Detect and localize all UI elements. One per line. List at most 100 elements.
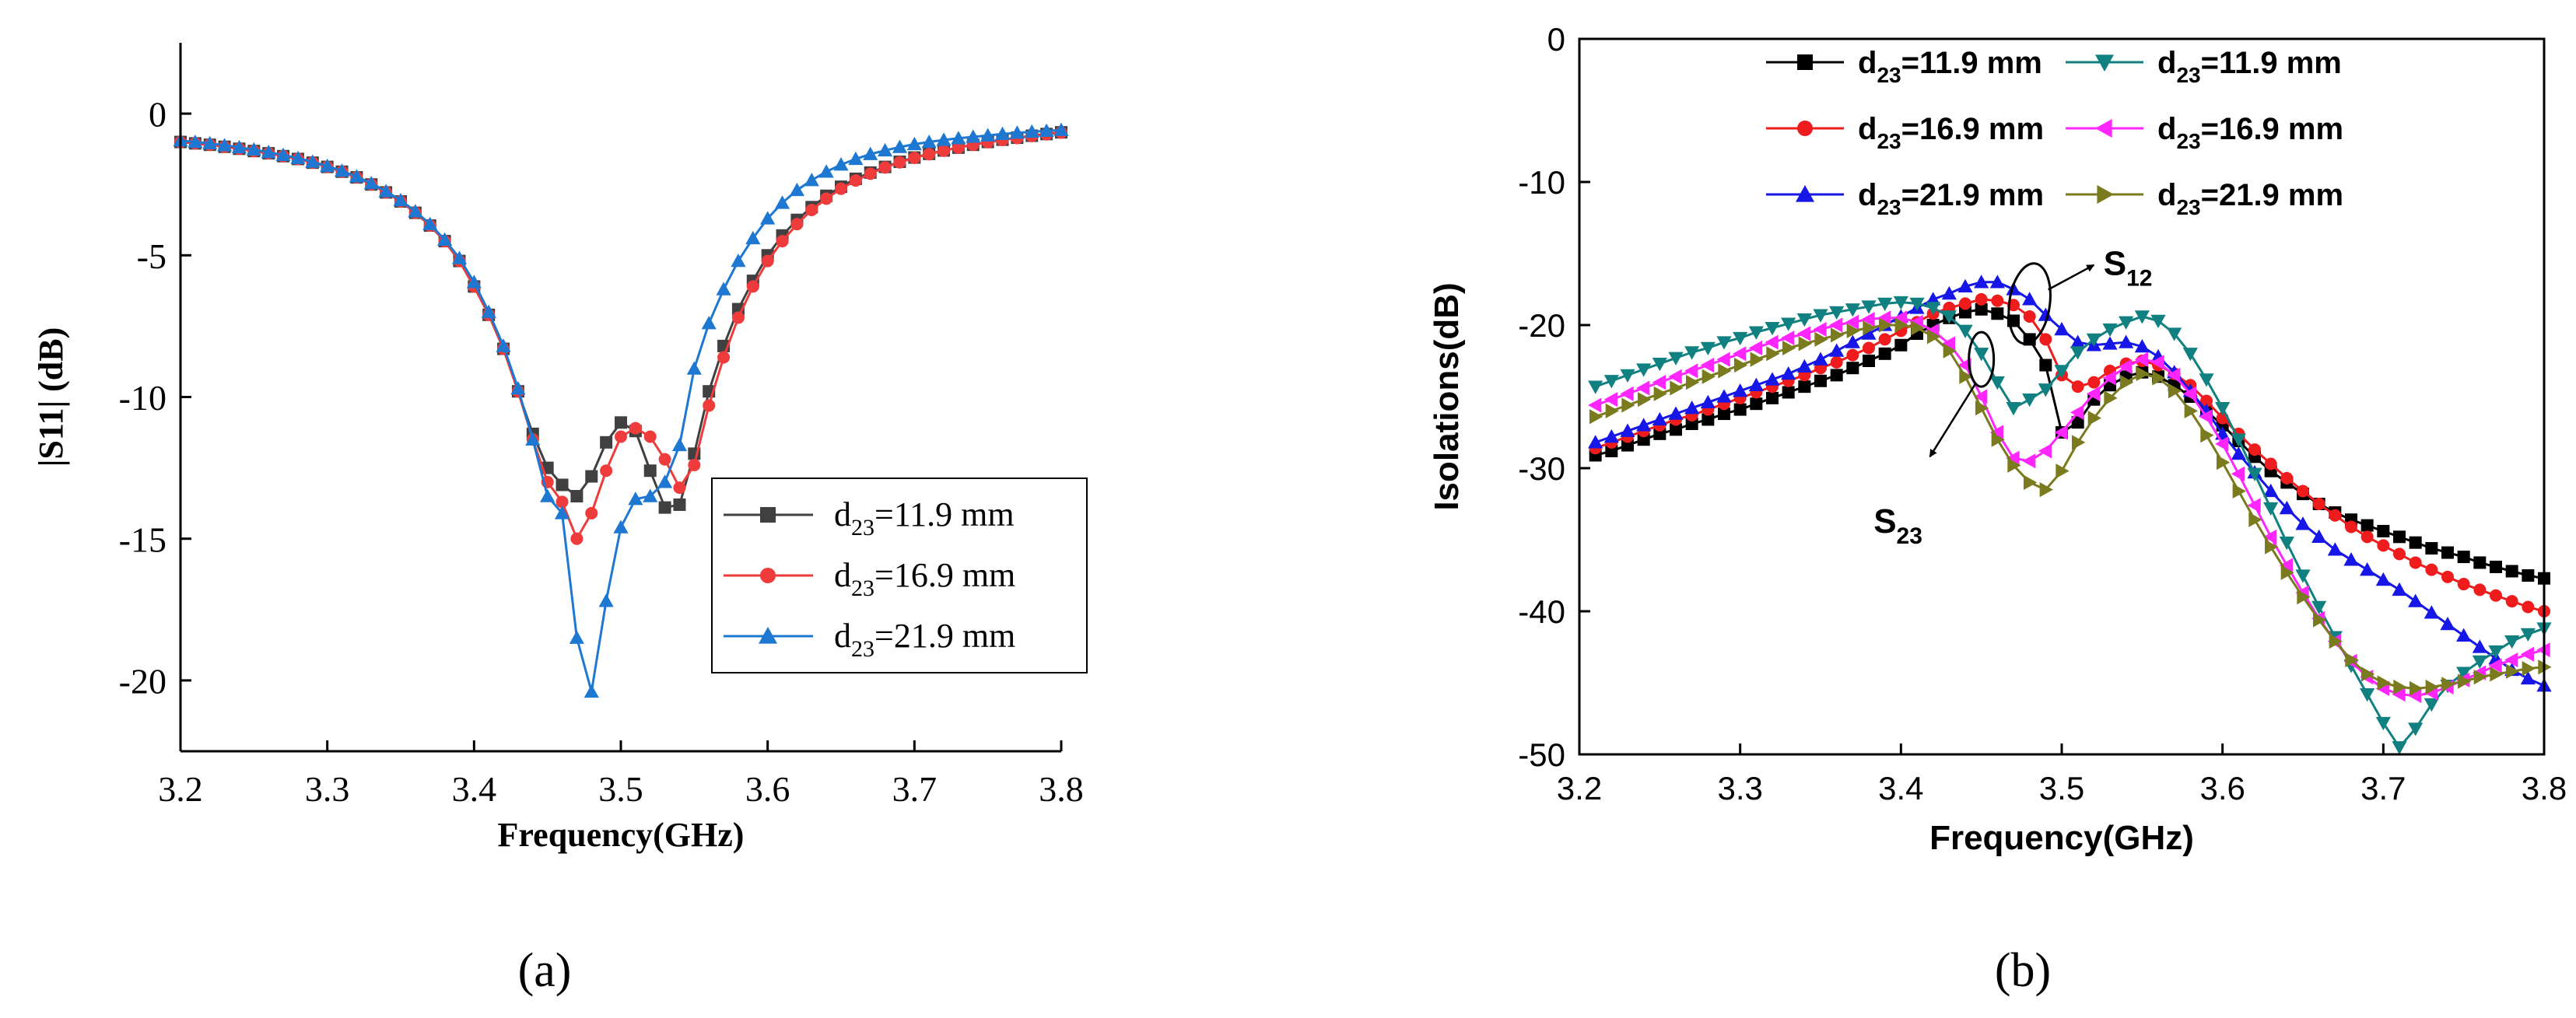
data-point — [2520, 670, 2536, 685]
data-point — [1603, 375, 1619, 389]
data-point — [2425, 542, 2438, 555]
data-point — [334, 163, 350, 177]
data-point — [2200, 394, 2213, 408]
series-1 — [174, 126, 1067, 514]
data-point — [1748, 377, 1764, 391]
data-point — [673, 481, 686, 495]
data-point — [2231, 433, 2246, 447]
data-point — [2264, 457, 2277, 471]
data-point — [1716, 352, 1730, 367]
legend-label: d23=16.9 mm — [834, 556, 1015, 601]
data-point — [1684, 346, 1700, 360]
data-point — [2264, 539, 2279, 554]
data-point — [1781, 317, 1796, 331]
data-point — [1039, 123, 1054, 138]
y-tick-label: -10 — [119, 378, 166, 418]
data-point — [2248, 443, 2261, 457]
data-point — [1589, 409, 1603, 425]
data-point — [1685, 375, 1700, 390]
x-tick-label: 3.5 — [2039, 770, 2084, 806]
data-point — [1668, 352, 1684, 366]
data-point — [1009, 125, 1025, 139]
data-point — [2377, 524, 2390, 537]
data-point — [2134, 339, 2150, 353]
legend-entry: d23=21.9 mm — [724, 617, 1015, 662]
data-point — [835, 182, 847, 195]
data-point — [1991, 294, 2004, 307]
data-point — [1588, 435, 1603, 449]
data-point — [643, 430, 657, 443]
data-point — [2473, 556, 2487, 569]
y-axis-label: |S11| (dB) — [32, 327, 70, 467]
data-point — [1830, 355, 1843, 369]
chart-b: 3.2 3.3 3.4 3.5 3.6 3.7 3.8 0 -10 -20 -30 -40 -50 Fre… — [1428, 21, 2567, 857]
data-point — [378, 184, 394, 198]
data-point — [2038, 443, 2052, 459]
data-point — [2409, 680, 2424, 696]
data-point — [1748, 326, 1764, 340]
data-point — [1605, 444, 1618, 457]
data-point — [2408, 687, 2422, 704]
data-point — [849, 174, 862, 187]
data-point — [1861, 300, 1877, 314]
data-point — [2360, 562, 2375, 576]
data-point — [820, 192, 833, 205]
data-point — [217, 138, 233, 152]
data-point — [1796, 313, 1812, 327]
data-point — [481, 304, 496, 318]
y-tick-label: -50 — [1518, 736, 1565, 773]
data-point — [554, 506, 570, 519]
data-point — [2119, 359, 2133, 374]
data-point — [1878, 317, 1893, 333]
data-point — [923, 148, 936, 161]
data-point — [2343, 552, 2359, 566]
data-point — [1718, 408, 1730, 421]
data-point — [1716, 389, 1732, 403]
legend-label: d23=21.9 mm — [2157, 178, 2343, 219]
data-point — [2360, 666, 2375, 682]
data-point — [921, 134, 937, 149]
data-point — [2022, 453, 2036, 469]
data-point — [2490, 589, 2502, 602]
data-point — [2167, 367, 2181, 383]
y-tick-label: -10 — [1518, 164, 1565, 201]
data-point — [657, 474, 673, 488]
data-point — [2392, 687, 2406, 702]
data-point — [570, 490, 584, 503]
data-point — [1733, 331, 1748, 346]
data-point — [2054, 321, 2070, 336]
data-point — [2392, 741, 2407, 755]
data-point — [1830, 369, 1843, 382]
x-axis-label: Frequency(GHz) — [498, 816, 745, 854]
legend-label: d23=16.9 mm — [2157, 112, 2343, 153]
data-point — [1926, 329, 1941, 345]
data-point — [1637, 433, 1650, 446]
data-point — [805, 203, 818, 216]
data-point — [2456, 628, 2472, 642]
x-tick-label: 3.3 — [305, 769, 350, 809]
data-point — [2504, 635, 2520, 649]
data-point — [2488, 658, 2502, 673]
data-point — [1684, 401, 1700, 415]
data-point — [1813, 352, 1828, 366]
data-point — [275, 147, 291, 161]
x-tick-label: 3.2 — [158, 769, 203, 809]
data-point — [1941, 310, 1957, 324]
data-point — [892, 139, 908, 153]
data-point — [2006, 402, 2021, 416]
legend-marker — [1797, 121, 1813, 136]
data-point — [2456, 666, 2472, 680]
data-point — [2182, 386, 2197, 401]
x-tick-label: 3.6 — [2199, 770, 2245, 806]
chart-a: 3.2 3.3 3.4 3.5 3.6 3.7 3.8 0 -5 -10 -15 -20 Frequen… — [32, 43, 1088, 854]
data-point — [2056, 464, 2070, 479]
data-point — [615, 416, 627, 429]
data-point — [938, 144, 951, 157]
data-point — [2295, 516, 2311, 530]
data-point — [2134, 310, 2150, 324]
data-point — [1989, 425, 2004, 440]
data-point — [1670, 423, 1682, 436]
data-point — [731, 311, 745, 324]
data-point — [716, 282, 731, 296]
data-point — [2441, 546, 2454, 559]
